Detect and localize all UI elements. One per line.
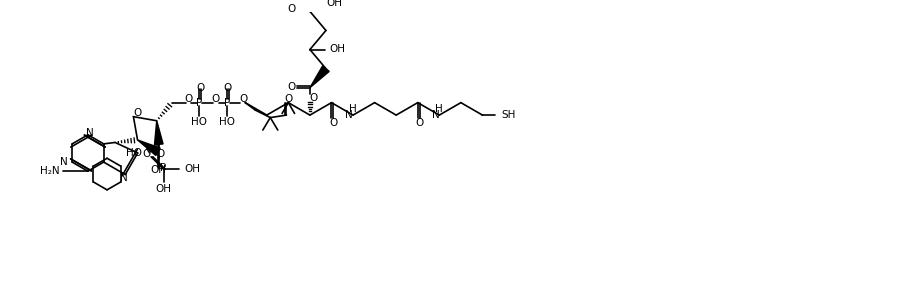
Text: N: N <box>59 157 67 167</box>
Text: O: O <box>224 83 232 93</box>
Text: OH: OH <box>326 0 342 8</box>
Text: N: N <box>345 110 353 120</box>
Text: N: N <box>120 173 129 183</box>
Text: O: O <box>156 149 165 159</box>
Text: OH: OH <box>150 165 166 175</box>
Text: SH: SH <box>501 110 515 120</box>
Text: O: O <box>309 93 318 103</box>
Text: O: O <box>239 94 247 104</box>
Text: O: O <box>415 118 423 128</box>
Text: O: O <box>284 94 292 104</box>
Text: N: N <box>86 128 93 138</box>
Text: H₂N: H₂N <box>40 166 59 176</box>
Text: P: P <box>196 98 202 108</box>
Text: O: O <box>142 149 150 159</box>
Text: O: O <box>184 94 192 104</box>
Text: OH: OH <box>330 44 345 53</box>
Text: O: O <box>196 83 204 93</box>
Text: HO: HO <box>126 148 141 158</box>
Text: O: O <box>212 94 220 104</box>
Text: HO: HO <box>218 117 235 127</box>
Text: H: H <box>435 104 443 114</box>
Text: OH: OH <box>184 164 200 174</box>
Text: O: O <box>288 3 296 14</box>
Text: H: H <box>349 104 357 114</box>
Text: O: O <box>288 82 296 92</box>
Text: P: P <box>160 163 166 173</box>
Polygon shape <box>155 121 163 145</box>
Text: HO: HO <box>191 117 208 127</box>
Polygon shape <box>138 140 160 155</box>
Polygon shape <box>310 66 329 88</box>
Text: O: O <box>329 118 337 128</box>
Text: P: P <box>224 98 230 108</box>
Text: O: O <box>133 108 141 118</box>
Text: N: N <box>432 110 440 120</box>
Text: OH: OH <box>156 184 172 194</box>
